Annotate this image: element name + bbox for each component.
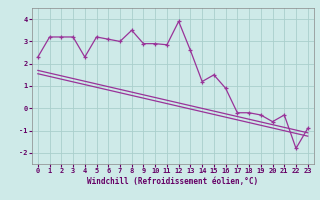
X-axis label: Windchill (Refroidissement éolien,°C): Windchill (Refroidissement éolien,°C) [87, 177, 258, 186]
